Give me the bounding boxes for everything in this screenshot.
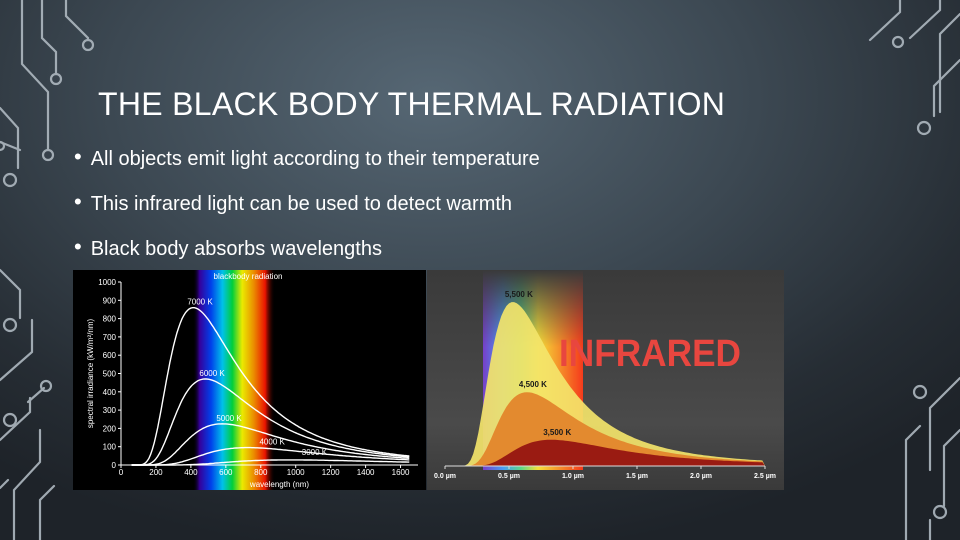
right-x-tick-label: 2.0 µm: [690, 473, 712, 480]
left-y-tick-label: 300: [103, 406, 117, 415]
left-y-tick-label: 400: [103, 388, 117, 397]
left-x-tick-label: 600: [219, 468, 233, 477]
slide-title: THE BLACK BODY THERMAL RADIATION: [98, 86, 726, 122]
left-x-axis-label: wavelength (nm): [249, 480, 309, 489]
left-series-label: 7000 K: [187, 298, 213, 307]
left-series-label: 6000 K: [199, 369, 225, 378]
left-series-line: [131, 446, 410, 466]
left-series-line: [131, 423, 410, 466]
left-y-tick-label: 200: [103, 424, 117, 433]
left-x-tick-label: 1400: [357, 468, 375, 477]
left-series-label: 4000 K: [259, 438, 285, 447]
bullet-dot-icon: •: [74, 234, 82, 259]
right-series-label: 5,500 K: [505, 290, 533, 299]
bullet-list: • All objects emit light according to the…: [74, 144, 540, 279]
blackbody-figure-svg: 0 100 200 300 400 500 600 700 800 900 1000 0 200 400 6…: [73, 270, 784, 490]
left-y-tick-label: 600: [103, 351, 117, 360]
bullet-text: Black body absorbs wavelengths: [90, 238, 382, 260]
right-x-tick-label: 0.5 µm: [498, 473, 520, 480]
right-chart: 5,500 K 4,500 K 3,500 K 0.0 µm 0.5 µm 1.0 µm 1…: [434, 290, 776, 480]
left-x-tick-label: 800: [254, 468, 268, 477]
left-y-tick-label: 100: [103, 443, 117, 452]
left-x-tick-label: 0: [119, 468, 124, 477]
left-series-line: [131, 459, 410, 466]
bullet-dot-icon: •: [74, 189, 82, 214]
bullet-item: • This infrared light can be used to dete…: [74, 189, 540, 234]
left-y-tick-label: 900: [103, 296, 117, 305]
left-y-tick-label: 500: [103, 370, 117, 379]
left-series-label: 5000 K: [216, 414, 242, 423]
left-series-line: [131, 378, 410, 466]
bullet-text: All objects emit light according to thei…: [90, 148, 540, 170]
left-y-tick-label: 0: [112, 461, 117, 470]
left-series-label: 3000 K: [302, 448, 328, 457]
left-x-tick-label: 400: [184, 468, 198, 477]
left-series-line: [131, 307, 410, 466]
left-y-axis-label: spectral irradiance (kW/m²/nm): [86, 318, 95, 428]
right-x-tick-label: 0.0 µm: [434, 473, 456, 480]
right-x-tick-label: 1.0 µm: [562, 473, 584, 480]
left-y-tick-label: 800: [103, 315, 117, 324]
blackbody-figure: 0 100 200 300 400 500 600 700 800 900 1000 0 200 400 6…: [73, 270, 784, 490]
bullet-dot-icon: •: [74, 144, 82, 169]
left-x-tick-label: 200: [149, 468, 163, 477]
right-series-label: 3,500 K: [543, 428, 571, 437]
left-x-tick-label: 1600: [392, 468, 410, 477]
left-y-tick-label: 1000: [98, 278, 116, 287]
left-chart: 0 100 200 300 400 500 600 700 800 900 1000 0 200 400 6…: [86, 272, 418, 489]
right-x-tick-label: 2.5 µm: [754, 473, 776, 480]
right-x-tick-label: 1.5 µm: [626, 473, 648, 480]
right-chart-title: INFRARED: [559, 333, 741, 375]
bullet-item: • Black body absorbs wavelengths: [74, 234, 540, 279]
left-chart-title: blackbody radiation: [214, 272, 283, 281]
right-series-area: [460, 439, 765, 466]
left-x-tick-label: 1200: [322, 468, 340, 477]
bullet-item: • All objects emit light according to the…: [74, 144, 540, 189]
bullet-text: This infrared light can be used to detec…: [90, 193, 513, 215]
left-y-tick-label: 700: [103, 333, 117, 342]
right-series-label: 4,500 K: [519, 380, 547, 389]
left-x-tick-label: 1000: [287, 468, 305, 477]
